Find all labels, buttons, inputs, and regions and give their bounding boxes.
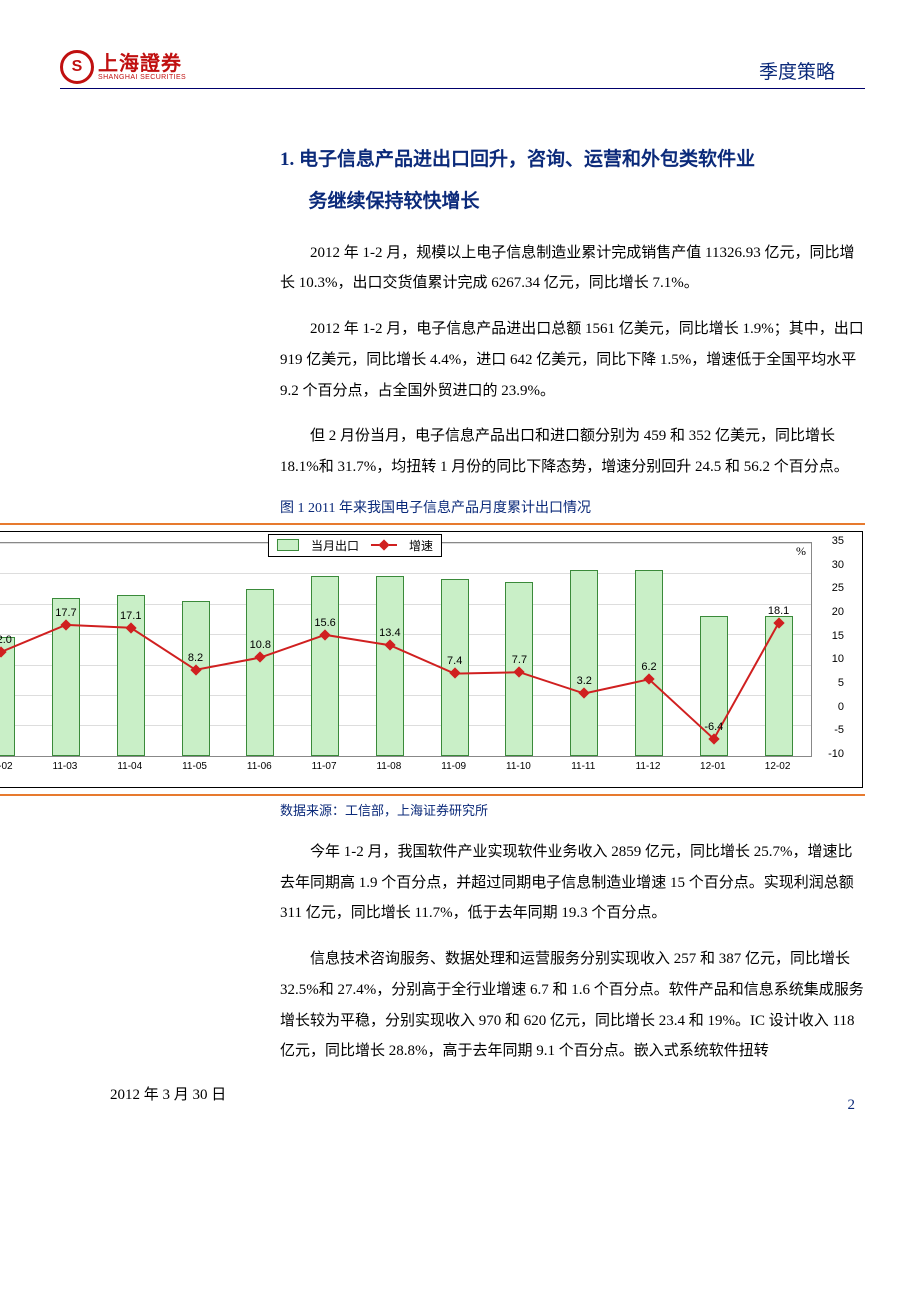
- y-right-tick: 10: [832, 653, 844, 665]
- y-right-title: %: [796, 544, 806, 559]
- plot-area: 31.512.017.717.18.210.815.613.47.47.73.2…: [0, 542, 812, 757]
- y-right-tick: -10: [828, 748, 844, 760]
- chart: 当月出口 增速 31.512.017.717.18.210.815.613.47…: [0, 531, 863, 788]
- bar: [765, 616, 793, 756]
- section-number: 1.: [280, 149, 294, 170]
- logo-mark-icon: S: [60, 50, 94, 84]
- paragraph-1: 2012 年 1-2 月，规模以上电子信息制造业累计完成销售产值 11326.9…: [280, 238, 865, 300]
- bar: [182, 601, 210, 756]
- y-right-tick: 30: [832, 559, 844, 571]
- y-right-tick: 35: [832, 535, 844, 547]
- page-header: S 上海證券 SHANGHAI SECURITIES 季度策略: [60, 50, 865, 89]
- page: S 上海證券 SHANGHAI SECURITIES 季度策略 1. 电子信息产…: [0, 0, 920, 1134]
- x-tick: 11-11: [571, 761, 595, 772]
- x-tick: 11-10: [506, 761, 531, 772]
- point-label: 7.4: [447, 655, 462, 667]
- x-tick: 11-07: [312, 761, 337, 772]
- x-tick: 11-06: [247, 761, 272, 772]
- bar: [246, 589, 274, 756]
- point-label: 7.7: [512, 654, 527, 666]
- footer-date: 2012 年 3 月 30 日: [110, 1083, 226, 1104]
- chart-caption: 图 1 2011 年来我国电子信息产品月度累计出口情况: [280, 497, 865, 517]
- legend-line-label: 增速: [409, 537, 433, 554]
- x-tick: 11-03: [53, 761, 78, 772]
- logo-text-en: SHANGHAI SECURITIES: [98, 74, 186, 81]
- content-lower: 数据来源：工信部，上海证券研究所 今年 1-2 月，我国软件产业实现软件业务收入…: [280, 800, 865, 1067]
- y-right-tick: 0: [838, 701, 844, 713]
- point-label: 15.6: [314, 617, 335, 629]
- legend-bar-icon: [277, 539, 299, 551]
- paragraph-5: 信息技术咨询服务、数据处理和运营服务分别实现收入 257 和 387 亿元，同比…: [280, 944, 865, 1067]
- point-label: -6.4: [704, 721, 723, 733]
- logo-text-cn: 上海證券: [98, 54, 186, 74]
- section-heading-line1: 电子信息产品进出口回升，咨询、运营和外包类软件业: [299, 149, 755, 170]
- chart-frame: 当月出口 增速 31.512.017.717.18.210.815.613.47…: [0, 523, 865, 796]
- y-right-tick: 25: [832, 582, 844, 594]
- bar: [570, 570, 598, 756]
- paragraph-3: 但 2 月份当月，电子信息产品出口和进口额分别为 459 和 352 亿美元，同…: [280, 421, 865, 483]
- y-right-tick: 20: [832, 606, 844, 618]
- point-label: 18.1: [768, 605, 789, 617]
- y-right-tick: 15: [832, 630, 844, 642]
- bar: [376, 576, 404, 756]
- x-tick: 12-01: [700, 761, 726, 772]
- point-label: 10.8: [250, 639, 271, 651]
- x-tick: 11-09: [441, 761, 466, 772]
- point-label: 12.0: [0, 634, 12, 646]
- point-label: 3.2: [577, 675, 592, 687]
- section-heading-line2: 务继续保持较快增长: [309, 191, 480, 212]
- x-tick: 11-12: [636, 761, 661, 772]
- header-title: 季度策略: [759, 57, 835, 84]
- bar: [311, 576, 339, 756]
- paragraph-2: 2012 年 1-2 月，电子信息产品进出口总额 1561 亿美元，同比增长 1…: [280, 314, 865, 406]
- point-label: 8.2: [188, 652, 203, 664]
- legend-bar-label: 当月出口: [311, 537, 359, 554]
- point-label: 17.1: [120, 610, 141, 622]
- chart-legend: 当月出口 增速: [268, 534, 442, 557]
- x-tick: 12-02: [765, 761, 791, 772]
- point-label: 6.2: [641, 661, 656, 673]
- content: 1. 电子信息产品进出口回升，咨询、运营和外包类软件业 务继续保持较快增长 20…: [280, 139, 865, 517]
- y-right-tick: -5: [834, 724, 844, 736]
- section-heading: 1. 电子信息产品进出口回升，咨询、运营和外包类软件业 务继续保持较快增长: [280, 139, 865, 223]
- paragraph-4: 今年 1-2 月，我国软件产业实现软件业务收入 2859 亿元，同比增长 25.…: [280, 837, 865, 929]
- chart-source: 数据来源：工信部，上海证券研究所: [280, 800, 865, 819]
- x-tick: 11-02: [0, 761, 13, 772]
- x-tick: 11-04: [117, 761, 142, 772]
- gridline: [0, 573, 811, 574]
- y-right-tick: 5: [838, 677, 844, 689]
- point-label: 13.4: [379, 627, 400, 639]
- x-tick: 11-05: [182, 761, 207, 772]
- x-tick: 11-08: [376, 761, 401, 772]
- logo: S 上海證券 SHANGHAI SECURITIES: [60, 50, 186, 84]
- legend-line-icon: [371, 541, 397, 549]
- point-label: 17.7: [55, 607, 76, 619]
- logo-text: 上海證券 SHANGHAI SECURITIES: [98, 54, 186, 81]
